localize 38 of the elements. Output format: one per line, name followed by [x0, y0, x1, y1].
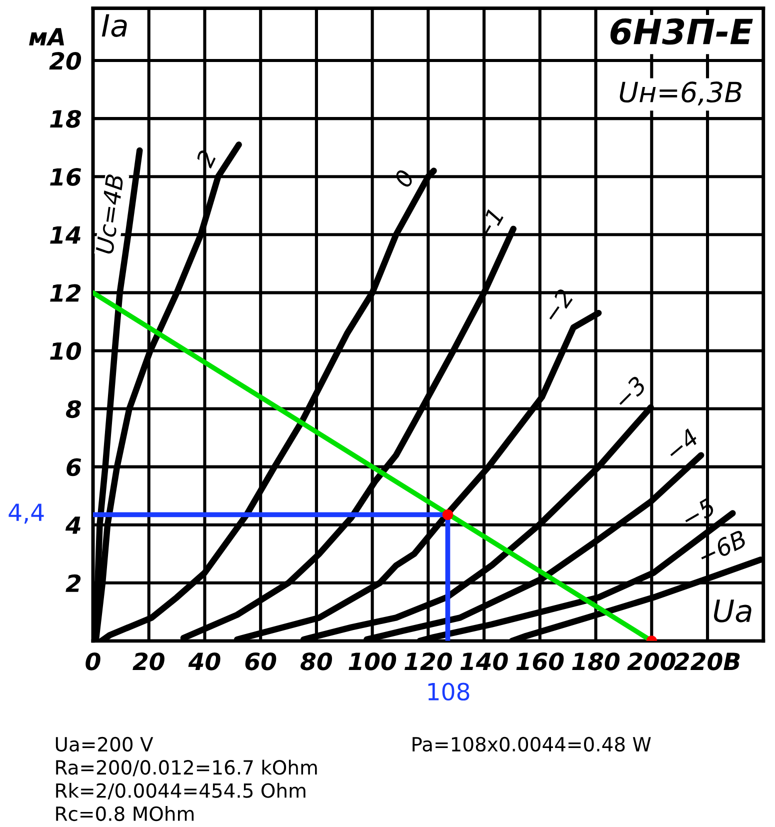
x-tick-label: 80: [300, 652, 332, 670]
y-tick-label: 16: [50, 168, 82, 186]
y-tick-label: 4: [65, 516, 80, 534]
text: Rk=2/0.0044=454.5 Ohm: [56, 782, 306, 800]
text: Rc=0.8 MOhm: [56, 806, 194, 822]
x-tick-label: 180: [572, 652, 620, 670]
text: Ra=200/0.012=16.7 kOhm: [56, 760, 317, 776]
x-tick-label: 60: [245, 652, 276, 670]
text: Pa=108x0.0044=0.48 W: [412, 736, 651, 752]
text: Ua=200 V: [56, 736, 154, 752]
x-tick-label: 120: [404, 652, 452, 670]
x-tick-label: 200: [627, 652, 676, 670]
y-axis-title: Iа: [102, 14, 127, 37]
y-tick-label: 12: [50, 284, 81, 302]
x-tick-label: 160: [516, 652, 564, 670]
x-tick-label: 100: [348, 652, 396, 670]
x-axis-title: Uа: [714, 600, 752, 622]
y-tick-label: 20: [49, 52, 82, 70]
y-tick-label: 18: [50, 110, 82, 128]
text: 108: [428, 682, 470, 701]
y-tick-label: 8: [66, 400, 82, 418]
x-tick-label: 140: [460, 652, 508, 670]
text: мА: [29, 28, 64, 46]
y-tick-label: 6: [66, 458, 82, 476]
text: Uс=4В: [96, 174, 124, 254]
text: −3: [612, 375, 648, 410]
y-tick-label: 10: [50, 342, 82, 360]
x-tick-label: 40: [188, 652, 220, 670]
x-tick-label: 0: [86, 652, 100, 670]
x-tick-label: 220В: [674, 652, 740, 670]
text: −6В: [697, 529, 748, 566]
y-tick-label: 2: [66, 574, 81, 592]
chart-title: 6Н3П-Е: [610, 18, 753, 45]
text: 4,4: [8, 504, 44, 524]
text: −4: [664, 428, 700, 462]
x-tick-label: 20: [132, 652, 164, 670]
y-tick-label: 14: [50, 226, 80, 244]
text: Uн=6,3В: [620, 82, 742, 106]
